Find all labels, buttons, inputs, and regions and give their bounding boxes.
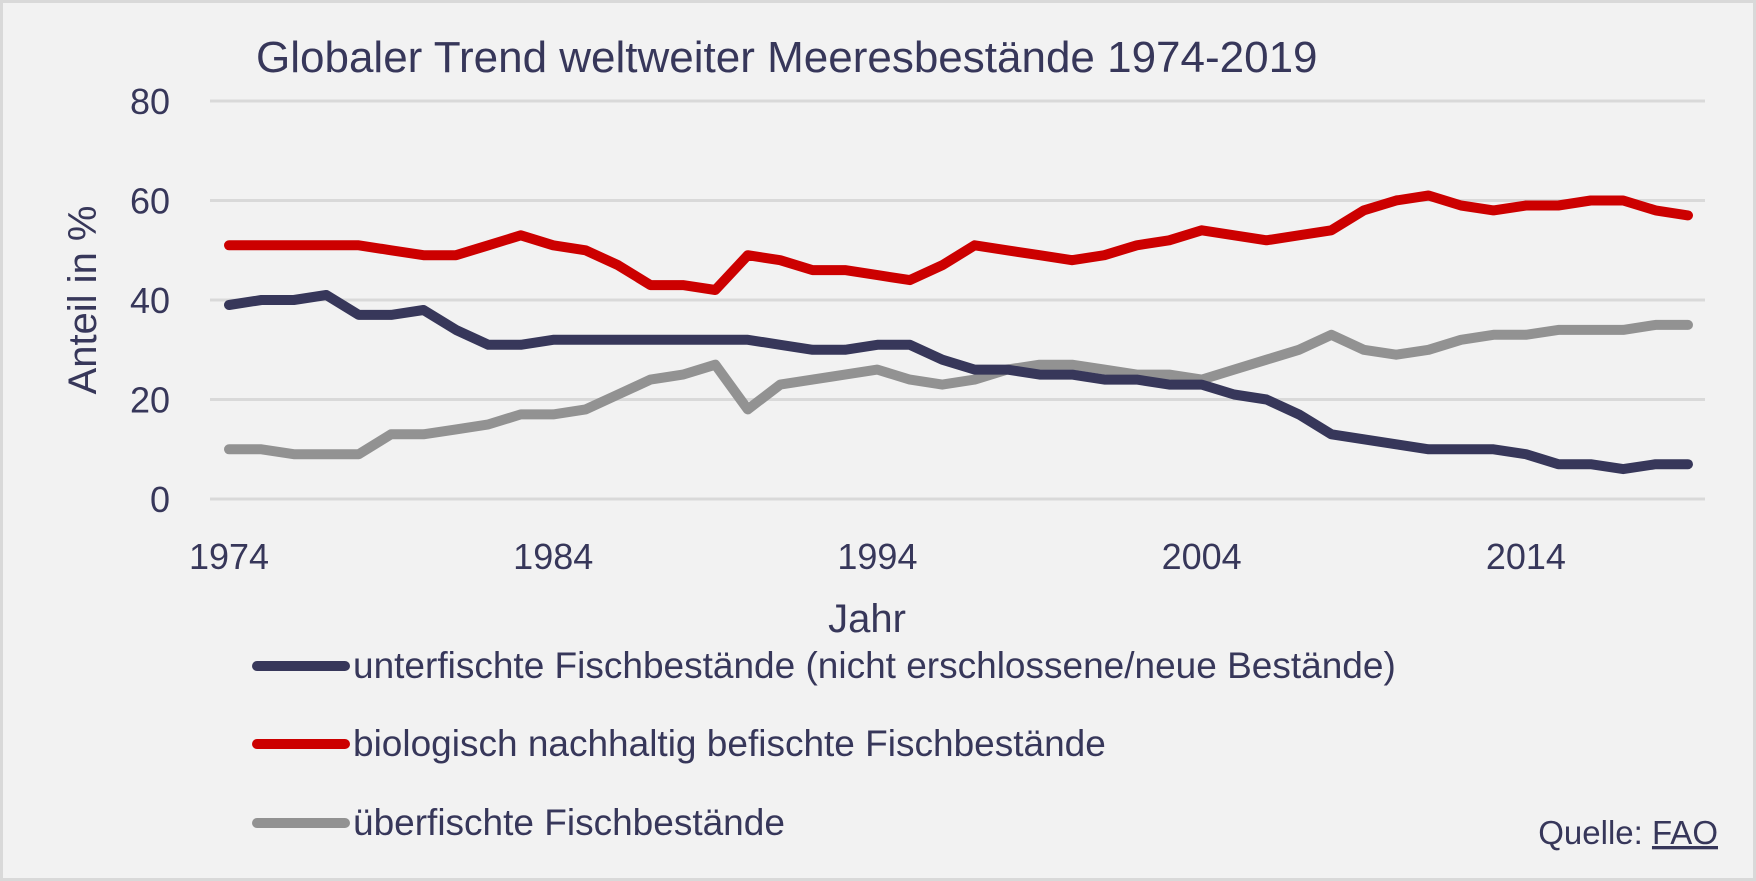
series-lines (224, 190, 1693, 475)
x-axis-ticks: 1974 1984 1994 2004 2014 (189, 536, 1566, 577)
source-label: Quelle: (1538, 814, 1652, 851)
y-tick-label: 0 (150, 479, 170, 520)
x-tick-label: 1984 (513, 536, 593, 577)
legend: unterfischte Fischbestände (nicht erschl… (252, 645, 1396, 843)
legend-label-underfished: unterfischte Fischbestände (nicht erschl… (353, 645, 1396, 686)
source-note: Quelle: FAO (1538, 814, 1718, 851)
x-axis-label: Jahr (828, 597, 906, 641)
series-line-underfished (224, 290, 1693, 475)
y-axis-ticks: 0 20 40 60 80 (130, 81, 170, 520)
x-tick-label: 2004 (1162, 536, 1242, 577)
y-axis-label: Anteil in % (61, 206, 105, 395)
y-tick-label: 60 (130, 181, 170, 222)
legend-item-overfished[interactable]: überfischte Fischbestände (252, 802, 785, 843)
line-chart: Globaler Trend weltweiter Meeresbestände… (61, 33, 1718, 851)
legend-label-sustainable: biologisch nachhaltig befischte Fischbes… (353, 723, 1106, 764)
gridlines (210, 99, 1705, 501)
series-line-overfished (224, 319, 1693, 460)
y-tick-label: 40 (130, 280, 170, 321)
source-link-fao[interactable]: FAO (1652, 814, 1718, 851)
legend-label-overfished: überfischte Fischbestände (353, 802, 785, 843)
svg-text:Quelle: FAO: Quelle: FAO (1538, 814, 1718, 851)
y-tick-label: 80 (130, 81, 170, 122)
y-tick-label: 20 (130, 380, 170, 421)
legend-item-underfished[interactable]: unterfischte Fischbestände (nicht erschl… (252, 645, 1396, 686)
chart-title: Globaler Trend weltweiter Meeresbestände… (256, 33, 1318, 82)
legend-item-sustainable[interactable]: biologisch nachhaltig befischte Fischbes… (252, 723, 1106, 764)
series-line-sustainable (224, 190, 1693, 295)
x-tick-label: 2014 (1486, 536, 1566, 577)
x-tick-label: 1974 (189, 536, 269, 577)
x-tick-label: 1994 (837, 536, 917, 577)
